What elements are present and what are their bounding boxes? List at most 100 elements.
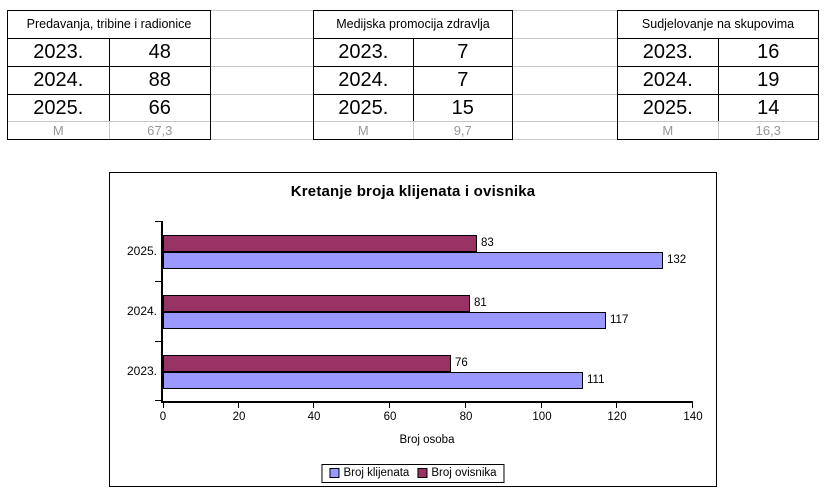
year-cell: 2023. xyxy=(642,41,693,63)
chart-legend: Broj klijenata Broj ovisnika xyxy=(321,464,505,483)
table-row: 2024. 88 xyxy=(8,67,210,95)
year-cell: 2025. xyxy=(338,97,389,119)
mean-label-cell: M xyxy=(357,123,369,138)
x-axis-tick-label: 0 xyxy=(159,411,167,423)
sheet-gridline xyxy=(211,121,313,122)
bar-value-label: 132 xyxy=(667,254,687,266)
table-row: 2025. 66 xyxy=(8,95,210,122)
legend-item: Broj klijenata xyxy=(329,467,409,479)
y-axis-tick xyxy=(155,400,161,401)
bar-series-0 xyxy=(163,372,583,389)
table-predavanja-tribine-radionice: Predavanja, tribine i radionice 2023. 48 20… xyxy=(7,10,211,140)
sheet-gridline xyxy=(513,66,617,67)
x-axis-title: Broj osoba xyxy=(399,434,455,446)
year-cell: 2025. xyxy=(642,97,693,119)
mean-value-cell: 67,3 xyxy=(108,122,211,139)
bar-series-1 xyxy=(163,235,477,252)
y-axis-tick xyxy=(155,341,161,342)
mean-value-cell: 16,3 xyxy=(717,122,819,139)
y-axis-tick xyxy=(155,221,161,222)
x-axis-tick-label: 140 xyxy=(683,411,703,423)
x-axis-tick-label: 100 xyxy=(532,411,552,423)
x-axis-tick xyxy=(541,403,542,408)
table-title: Sudjelovanje na skupovima xyxy=(618,11,818,39)
x-axis-tick xyxy=(163,403,164,408)
table-row: 2024. 7 xyxy=(314,67,512,95)
value-cell: 7 xyxy=(412,67,513,94)
year-cell: 2024. xyxy=(642,69,693,91)
category-label: 2023. xyxy=(126,364,157,378)
year-cell: 2025. xyxy=(33,97,84,119)
legend-swatch-icon xyxy=(417,468,428,478)
bar-value-label: 117 xyxy=(610,314,629,326)
mean-row: M 9,7 xyxy=(314,122,512,139)
table-title: Predavanja, tribine i radionice xyxy=(8,11,210,39)
x-axis-tick xyxy=(616,403,617,408)
bar-value-label: 81 xyxy=(474,297,487,309)
year-cell: 2024. xyxy=(338,69,389,91)
sheet-gridline xyxy=(513,10,617,11)
chart-box: Kretanje broja klijenata i ovisnika 83 13… xyxy=(109,172,717,487)
table-row: 2023. 7 xyxy=(314,39,512,67)
bar-series-0 xyxy=(163,312,606,329)
bar-series-0 xyxy=(163,252,663,269)
legend-item: Broj ovisnika xyxy=(417,467,497,479)
x-axis-tick-label: 40 xyxy=(307,411,321,423)
x-axis-tick-label: 80 xyxy=(459,411,473,423)
year-cell: 2024. xyxy=(33,69,84,91)
bar-value-label: 111 xyxy=(587,374,605,386)
table-row: 2024. 19 xyxy=(618,67,818,95)
value-cell: 16 xyxy=(717,39,819,66)
x-axis-tick xyxy=(692,403,693,408)
value-cell: 15 xyxy=(412,95,513,121)
table-medijska-promocija: Medijska promocija zdravlja 2023. 7 2024. 7 2… xyxy=(313,10,513,140)
value-cell: 48 xyxy=(108,39,211,66)
mean-row: M 67,3 xyxy=(8,122,210,139)
x-axis-tick-label: 120 xyxy=(607,411,627,423)
mean-value-cell: 9,7 xyxy=(412,122,513,139)
sheet-gridline xyxy=(513,139,617,140)
year-cell: 2023. xyxy=(33,41,84,63)
legend-label: Broj klijenata xyxy=(343,467,410,479)
mean-row: M 16,3 xyxy=(618,122,818,139)
mean-label-cell: M xyxy=(52,123,64,138)
table-row: 2023. 16 xyxy=(618,39,818,67)
legend-swatch-icon xyxy=(329,468,340,478)
table-title: Medijska promocija zdravlja xyxy=(314,11,512,39)
mean-label-cell: M xyxy=(662,123,674,138)
table-sudjelovanje-skupovima: Sudjelovanje na skupovima 2023. 16 2024. 19 2… xyxy=(617,10,819,140)
bar-value-label: 76 xyxy=(455,357,468,369)
x-axis-tick xyxy=(313,403,314,408)
sheet-gridline xyxy=(513,121,617,122)
x-axis-tick-label: 20 xyxy=(232,411,246,423)
value-cell: 66 xyxy=(108,95,211,121)
value-cell: 88 xyxy=(108,67,211,94)
bar-value-label: 83 xyxy=(481,237,494,249)
chart-title: Kretanje broja klijenata i ovisnika xyxy=(290,183,536,200)
value-cell: 19 xyxy=(717,67,819,94)
value-cell: 14 xyxy=(717,95,819,121)
sheet-gridline xyxy=(211,10,313,11)
value-cell: 7 xyxy=(412,39,513,66)
sheet-gridline xyxy=(513,94,617,95)
table-row: 2025. 15 xyxy=(314,95,512,122)
year-cell: 2023. xyxy=(338,41,389,63)
sheet-gridline xyxy=(513,38,617,39)
category-label: 2024. xyxy=(126,304,157,318)
legend-label: Broj ovisnika xyxy=(431,467,497,479)
table-row: 2023. 48 xyxy=(8,39,210,67)
x-axis-tick xyxy=(465,403,466,408)
sheet-gridline xyxy=(211,38,313,39)
bar-series-1 xyxy=(163,355,451,372)
table-row: 2025. 14 xyxy=(618,95,818,122)
bar-series-1 xyxy=(163,295,470,312)
sheet-gridline xyxy=(211,66,313,67)
x-axis-tick xyxy=(238,403,239,408)
y-axis-tick xyxy=(155,281,161,282)
category-label: 2025. xyxy=(126,244,157,258)
sheet-gridlines-gap xyxy=(211,10,313,140)
sheet-gridline xyxy=(211,94,313,95)
plot-area: 83 132 81 117 76 111 0 20 40 60 80 100 120 140 xyxy=(155,221,703,423)
sheet-gridline xyxy=(211,139,313,140)
x-axis-tick-label: 60 xyxy=(383,411,397,423)
